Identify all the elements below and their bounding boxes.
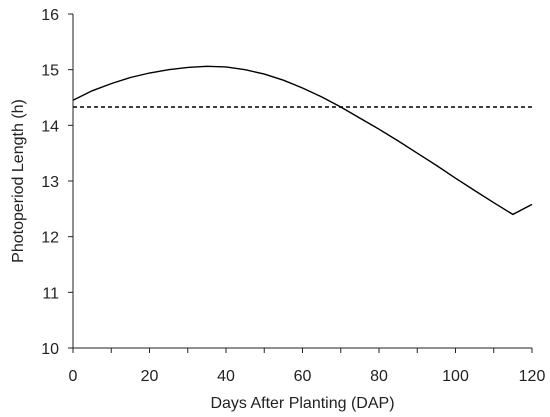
axes: 10 11 12 13 14 15 16 0 20 40 60 80 100 120 [41,7,545,385]
x-tick-label: 60 [294,368,312,385]
y-axis-title: Photoperiod Length (h) [10,99,27,263]
y-tick-label: 13 [41,174,59,191]
y-tick-label: 12 [41,230,59,247]
x-tick-label: 0 [69,368,78,385]
y-tick-label: 10 [41,341,59,358]
x-axis-title: Days After Planting (DAP) [210,395,394,412]
x-tick-label: 120 [519,368,546,385]
plot-area [72,65,533,216]
x-tick-label: 80 [370,368,388,385]
y-tick-label: 16 [41,7,59,24]
x-tick-label: 100 [442,368,469,385]
y-tick-label: 14 [41,118,59,135]
y-tick-label: 15 [41,63,59,80]
x-tick-label: 20 [141,368,159,385]
photoperiod-line [72,65,533,216]
x-tick-label: 40 [217,368,235,385]
y-tick-label: 11 [42,285,59,302]
